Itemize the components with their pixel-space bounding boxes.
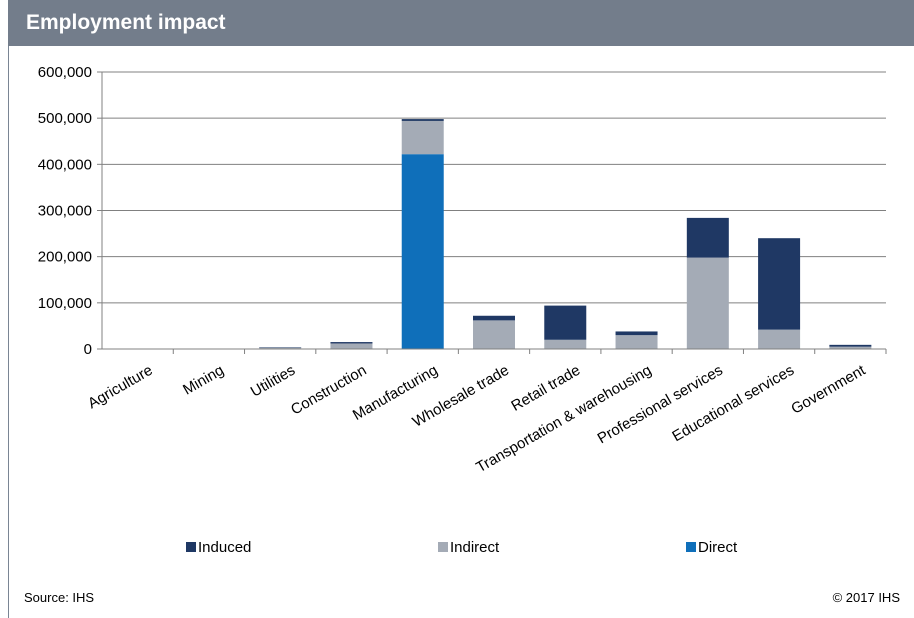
bar-segment-indirect: [544, 340, 586, 349]
y-tick-label: 100,000: [38, 295, 92, 312]
legend-swatch-induced: [186, 542, 196, 552]
legend-label-direct: Direct: [698, 539, 738, 556]
bar-segment-indirect: [402, 121, 444, 154]
bar-segment-induced: [687, 218, 729, 258]
y-tick-label: 200,000: [38, 249, 92, 266]
bar-segment-indirect: [330, 343, 372, 349]
bar-segment-induced: [758, 238, 800, 329]
bar-segment-indirect: [758, 330, 800, 349]
x-tick-label: Agriculture: [85, 362, 156, 413]
bar-segment-induced: [259, 347, 301, 348]
legend-swatch-indirect: [438, 542, 448, 552]
bar-segment-induced: [544, 306, 586, 340]
bar-segment-induced: [402, 119, 444, 121]
x-tick-label: Utilities: [248, 362, 298, 401]
bar-segment-induced: [616, 331, 658, 335]
y-tick-label: 500,000: [38, 110, 92, 127]
bar-segment-induced: [473, 316, 515, 321]
bar-segment-direct: [402, 154, 444, 349]
x-tick-label: Professional services: [595, 362, 726, 448]
y-tick-label: 300,000: [38, 203, 92, 220]
bar-segment-indirect: [687, 258, 729, 349]
bar-segment-indirect: [616, 335, 658, 349]
source-note: Source: IHS: [24, 590, 94, 605]
y-tick-label: 0: [84, 341, 92, 358]
x-tick-label: Government: [788, 361, 869, 417]
legend-swatch-direct: [686, 542, 696, 552]
legend-label-indirect: Indirect: [450, 539, 500, 556]
x-tick-label: Mining: [180, 362, 227, 399]
bar-segment-induced: [829, 345, 871, 347]
x-tick-label: Educational services: [669, 362, 797, 446]
copyright-note: © 2017 IHS: [833, 590, 900, 605]
y-tick-label: 400,000: [38, 156, 92, 173]
bar-segment-indirect: [473, 320, 515, 349]
legend-label-induced: Induced: [198, 539, 251, 556]
y-tick-label: 600,000: [38, 64, 92, 81]
bar-segment-induced: [330, 342, 372, 343]
